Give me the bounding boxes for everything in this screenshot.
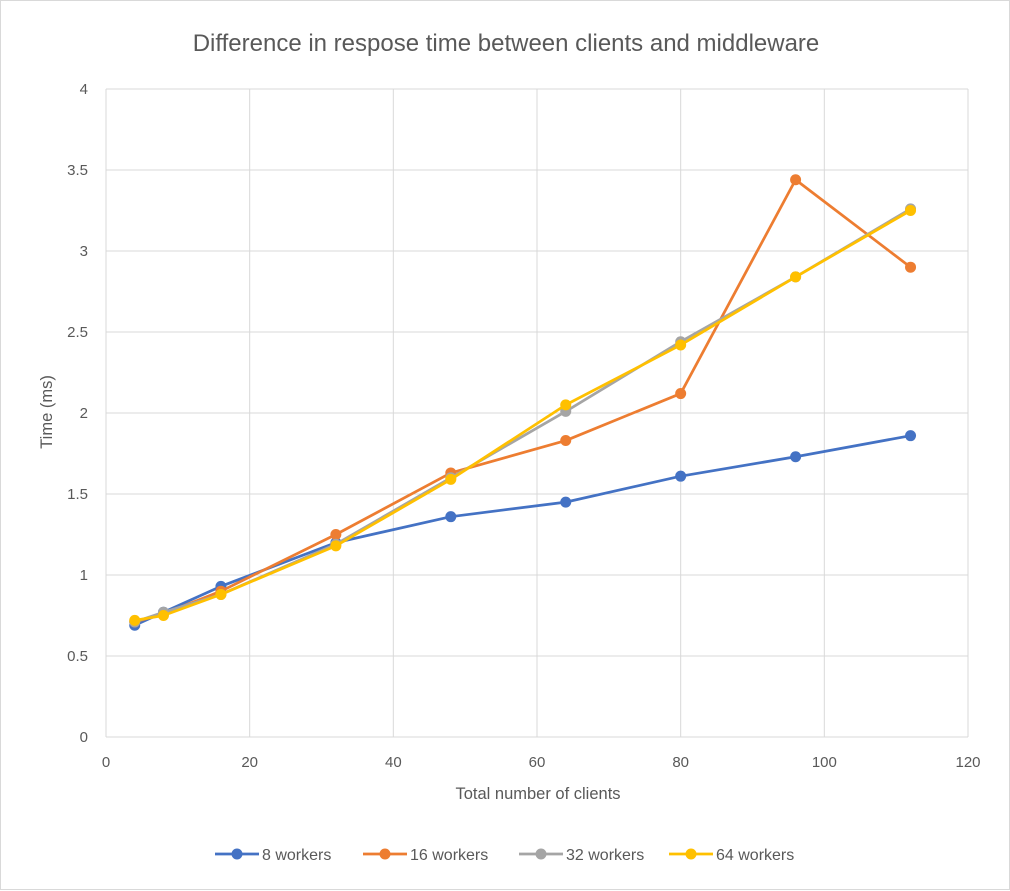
x-tick-label: 80 <box>672 754 689 771</box>
series-line <box>134 207 912 624</box>
x-axis-ticks: 0 20 40 60 80 100 120 <box>102 754 981 771</box>
data-point <box>675 388 687 400</box>
series-layer <box>129 174 917 631</box>
data-point <box>330 540 342 552</box>
y-tick-label: 3.5 <box>67 162 88 179</box>
legend-item: 8 workers <box>215 847 331 864</box>
data-point <box>445 511 457 523</box>
legend-marker <box>379 848 391 860</box>
legend-marker <box>231 848 243 860</box>
y-tick-label: 1 <box>80 567 88 584</box>
x-tick-label: 100 <box>812 754 837 771</box>
data-point <box>560 399 572 411</box>
legend-item: 32 workers <box>519 847 644 864</box>
data-point <box>560 435 572 447</box>
y-tick-label: 3 <box>80 243 88 260</box>
data-point <box>445 473 457 485</box>
series-64-workers <box>129 205 917 626</box>
y-axis-title: Time (ms) <box>38 375 56 449</box>
chart-title: Difference in respose time between clien… <box>193 30 820 57</box>
legend-marker <box>535 848 547 860</box>
data-point <box>675 470 687 482</box>
y-tick-label: 1.5 <box>67 486 88 503</box>
x-tick-label: 40 <box>385 754 402 771</box>
x-tick-label: 120 <box>955 754 980 771</box>
legend-label: 32 workers <box>566 847 644 864</box>
gridlines <box>105 88 969 738</box>
data-point <box>560 496 572 508</box>
data-point <box>129 614 141 626</box>
legend-label: 16 workers <box>410 847 488 864</box>
data-point <box>790 174 802 186</box>
data-point <box>905 261 917 273</box>
y-tick-label: 2 <box>80 405 88 422</box>
series-line <box>134 434 911 627</box>
data-point <box>790 451 802 463</box>
y-tick-label: 2.5 <box>67 324 88 341</box>
x-tick-label: 60 <box>529 754 546 771</box>
x-tick-label: 0 <box>102 754 110 771</box>
legend-item: 64 workers <box>669 847 794 864</box>
data-point <box>905 205 917 216</box>
y-tick-label: 4 <box>80 81 88 98</box>
data-point <box>675 339 687 351</box>
series-32-workers <box>129 203 917 628</box>
legend-marker <box>685 848 697 860</box>
legend-label: 64 workers <box>716 847 794 864</box>
x-tick-label: 20 <box>241 754 258 771</box>
data-point <box>157 610 169 621</box>
legend-label: 8 workers <box>262 847 331 864</box>
y-axis-ticks: 0 0.5 1 1.5 2 2.5 3 3.5 4 <box>67 81 88 746</box>
data-point <box>215 588 227 600</box>
y-tick-label: 0 <box>80 729 88 746</box>
y-tick-label: 0.5 <box>67 648 88 665</box>
series-line <box>134 178 912 624</box>
series-16-workers <box>129 174 917 628</box>
legend-item: 16 workers <box>363 847 488 864</box>
data-point <box>790 271 802 283</box>
data-point <box>330 529 342 540</box>
x-axis-title: Total number of clients <box>455 785 620 803</box>
data-point <box>905 430 917 442</box>
legend: 8 workers 16 workers 32 workers 64 workers <box>215 847 794 864</box>
series-8-workers <box>129 430 917 631</box>
